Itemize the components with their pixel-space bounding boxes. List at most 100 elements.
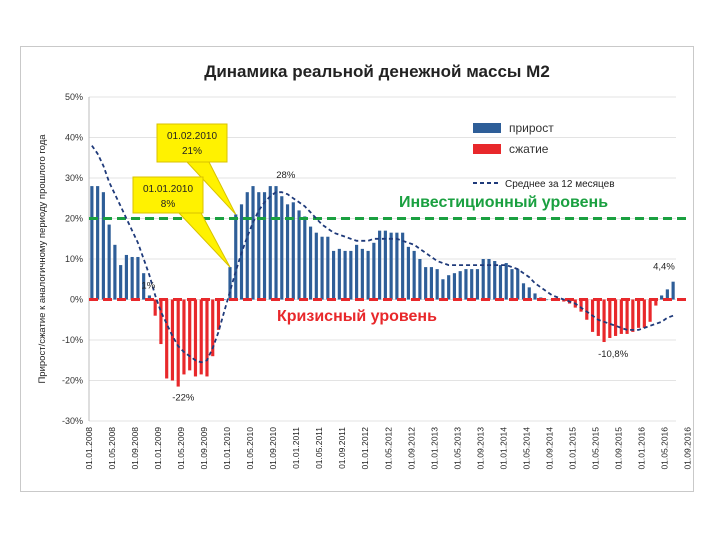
investment-level-label: Инвестиционный уровень	[399, 194, 608, 211]
legend-swatch-contraction	[473, 144, 501, 154]
bar-growth	[418, 259, 422, 300]
bar-contraction	[648, 299, 652, 322]
x-tick-label: 01.09.2009	[199, 427, 209, 470]
y-tick-label: 20%	[65, 214, 83, 224]
x-tick-label: 01.09.2016	[683, 427, 693, 470]
bar-growth	[280, 196, 284, 300]
bar-contraction	[211, 299, 215, 357]
callouts: 01.02.2010 21% 01.01.2010 8%	[132, 123, 237, 268]
x-tick-label: 01.09.2010	[268, 427, 278, 470]
bar-growth	[372, 242, 376, 300]
bar-contraction	[608, 299, 612, 338]
bar-contraction	[625, 299, 629, 334]
bar-growth	[493, 261, 497, 300]
x-tick-label: 01.05.2009	[176, 427, 186, 470]
bars	[90, 186, 675, 387]
x-tick-label: 01.01.2011	[291, 427, 301, 469]
x-tick-label: 01.01.2013	[429, 427, 439, 470]
bar-growth	[516, 269, 520, 300]
x-tick-label: 01.05.2011	[314, 427, 324, 469]
bar-growth	[665, 289, 669, 300]
bar-growth	[222, 299, 226, 301]
bar-growth	[274, 186, 278, 300]
bar-contraction	[602, 299, 606, 343]
x-tick-label: 01.05.2014	[521, 427, 531, 470]
bar-growth	[314, 232, 318, 300]
y-tick-label: 0%	[70, 295, 83, 305]
bar-growth	[533, 293, 537, 300]
bar-growth	[332, 250, 336, 300]
bar-growth	[130, 256, 134, 300]
bar-growth	[510, 269, 514, 300]
bar-contraction	[199, 299, 203, 375]
bar-growth	[257, 192, 261, 300]
y-tick-label: -20%	[62, 376, 83, 386]
x-tick-label: 01.05.2012	[383, 427, 393, 470]
bar-contraction	[637, 299, 641, 328]
x-tick-label: 01.05.2010	[245, 427, 255, 470]
average-line	[91, 145, 674, 364]
bar-growth	[527, 287, 531, 300]
bar-contraction	[585, 299, 589, 320]
bar-growth	[389, 232, 393, 300]
bar-growth	[470, 269, 474, 300]
x-tick-label: 01.01.2009	[153, 427, 163, 470]
callout-value: 21%	[182, 146, 202, 157]
x-tick-label: 01.05.2015	[590, 427, 600, 470]
bar-growth	[101, 192, 105, 300]
y-tick-label: -30%	[62, 416, 83, 426]
bar-growth	[297, 210, 301, 300]
bar-growth	[136, 256, 140, 300]
bar-growth	[285, 204, 290, 300]
bar-growth	[395, 232, 399, 300]
bar-growth	[245, 192, 249, 300]
x-tick-label: 01.05.2013	[452, 427, 462, 470]
bar-growth	[458, 271, 462, 300]
bar-growth	[504, 263, 508, 300]
bar-growth	[378, 230, 382, 300]
x-tick-label: 01.05.2008	[107, 427, 117, 470]
callout-box	[156, 123, 228, 163]
bar-growth	[291, 202, 295, 300]
bar-contraction	[216, 299, 221, 330]
y-axis-ticks: 50% 40% 30% 20% 10% 0% -10% -20% -30%	[62, 92, 83, 426]
bar-growth	[521, 283, 526, 300]
bar-growth	[142, 273, 146, 300]
bar-growth	[96, 186, 100, 300]
bar-growth	[429, 267, 433, 300]
bar-growth	[308, 226, 313, 300]
callout-date: 01.02.2010	[167, 131, 217, 142]
bar-contraction	[619, 299, 623, 334]
bar-contraction	[159, 299, 163, 345]
bar-contraction	[654, 299, 658, 306]
x-tick-label: 01.01.2012	[360, 427, 370, 470]
bar-growth	[337, 248, 341, 300]
x-tick-label: 01.05.2016	[660, 427, 670, 470]
y-axis-label: Прирост/сжатие к аналогичному периоду пр…	[37, 134, 48, 384]
callout-value: 8%	[161, 199, 176, 210]
bar-growth	[424, 267, 428, 300]
y-tick-label: -10%	[62, 335, 83, 345]
chart-svg: Динамика реальной денежной массы М2 Прир…	[37, 62, 693, 470]
bar-growth	[452, 273, 457, 300]
chart-frame: Динамика реальной денежной массы М2 Прир…	[20, 46, 694, 492]
legend-label-growth: прирост	[509, 121, 554, 135]
bar-contraction	[182, 299, 186, 375]
bar-contraction	[562, 299, 566, 302]
bar-growth	[360, 248, 364, 300]
bar-growth	[435, 269, 439, 300]
bar-contraction	[596, 299, 600, 336]
bar-growth	[228, 267, 232, 300]
bar-contraction	[188, 299, 192, 371]
legend-swatch-growth	[473, 123, 501, 133]
bar-contraction	[176, 299, 180, 387]
x-tick-label: 01.01.2015	[567, 427, 577, 470]
bar-growth	[447, 275, 451, 300]
x-axis-ticks: 01.01.2008 01.05.2008 01.09.2008 01.01.2009…	[84, 427, 693, 470]
value-annotation: -10,8%	[598, 349, 629, 360]
bar-growth	[355, 244, 359, 300]
bar-growth	[268, 186, 272, 300]
x-tick-label: 01.09.2013	[475, 427, 485, 470]
bar-contraction	[642, 299, 646, 328]
bar-growth	[487, 259, 491, 300]
